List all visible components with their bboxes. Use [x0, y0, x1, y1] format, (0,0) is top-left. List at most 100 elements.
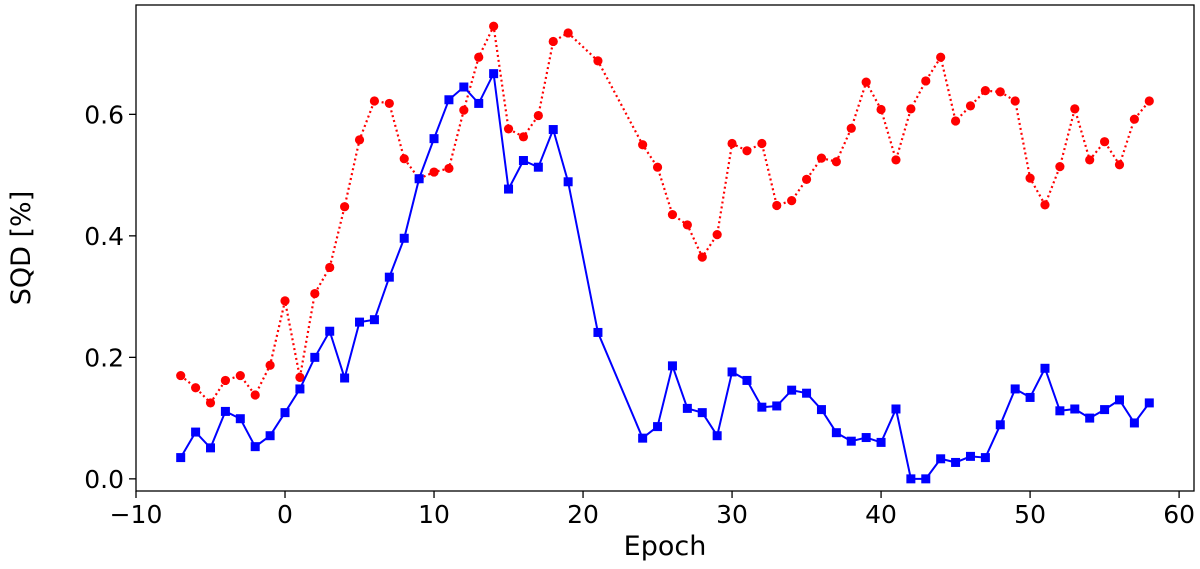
data-point [518, 156, 528, 166]
data-point [474, 52, 484, 62]
data-point [891, 404, 901, 414]
data-point [504, 184, 514, 194]
data-point [742, 375, 752, 385]
data-point [951, 457, 961, 467]
x-tick-label: 0 [277, 500, 293, 529]
data-point [518, 132, 529, 142]
x-tick-label: 20 [567, 500, 599, 529]
data-point [354, 135, 365, 145]
data-point [206, 443, 216, 453]
data-point [295, 372, 305, 382]
data-point [489, 21, 499, 31]
series-1 [176, 21, 1154, 408]
data-point [742, 146, 752, 156]
data-point [1099, 137, 1110, 147]
data-point [176, 453, 186, 463]
data-point [772, 401, 782, 411]
data-point [980, 86, 990, 96]
data-point [831, 157, 841, 167]
data-point [176, 370, 186, 381]
data-point [295, 384, 305, 394]
data-point [638, 140, 648, 150]
data-point [533, 110, 543, 121]
data-point [787, 385, 797, 395]
x-tick-label: 10 [418, 500, 450, 529]
data-point [697, 408, 707, 418]
data-point [340, 202, 350, 212]
data-point [727, 138, 737, 149]
y-tick-label: 0.6 [84, 100, 124, 129]
data-point [191, 383, 201, 393]
x-tick-label: 50 [1014, 500, 1046, 529]
data-point [474, 98, 484, 108]
data-point [1144, 96, 1154, 106]
data-point [980, 453, 990, 463]
data-point [384, 98, 394, 109]
data-point [355, 317, 365, 327]
data-point [906, 104, 916, 114]
data-point [399, 154, 409, 164]
data-point [638, 433, 648, 443]
data-point [712, 230, 722, 240]
data-point [861, 433, 871, 443]
data-point [384, 272, 394, 282]
data-point [280, 408, 290, 418]
x-tick-label: 40 [865, 500, 897, 529]
data-point [816, 153, 827, 163]
series-2 [176, 69, 1154, 484]
data-point [846, 436, 856, 446]
data-point [399, 233, 409, 243]
data-point [682, 220, 692, 230]
y-tick-label: 0.0 [84, 465, 124, 494]
data-point [191, 427, 201, 437]
data-point [667, 361, 677, 371]
data-point [1040, 363, 1050, 373]
data-point [310, 352, 320, 362]
data-point [772, 200, 782, 211]
data-point [1129, 114, 1139, 124]
data-point [846, 123, 856, 133]
data-point [921, 474, 931, 484]
data-point [1040, 200, 1050, 210]
data-point [1070, 404, 1080, 414]
data-point [1010, 96, 1020, 106]
data-point [429, 134, 439, 144]
y-tick-label: 0.2 [84, 343, 124, 372]
data-point [787, 196, 797, 206]
x-axis: −10 0 10 20 30 40 50 60 [110, 491, 1195, 529]
data-point [757, 402, 767, 412]
data-point [325, 262, 335, 273]
data-point [727, 367, 737, 377]
data-point [1144, 398, 1154, 408]
data-point [369, 96, 380, 106]
data-point [712, 431, 722, 441]
data-point [965, 101, 976, 111]
y-axis: 0.0 0.2 0.4 0.6 [84, 100, 136, 494]
data-point [235, 370, 245, 381]
data-point [801, 174, 812, 184]
data-point [563, 177, 573, 187]
x-tick-label: 30 [716, 500, 748, 529]
data-point [682, 403, 692, 413]
data-point [280, 296, 290, 306]
data-point [220, 375, 231, 386]
y-tick-label: 0.4 [84, 222, 124, 251]
data-point [250, 390, 260, 400]
data-point [220, 406, 230, 416]
data-point [310, 288, 320, 299]
data-point [876, 104, 886, 115]
data-point [652, 162, 663, 172]
y-axis-label: SQD [%] [6, 191, 37, 306]
data-point [459, 105, 469, 115]
data-point [340, 373, 350, 383]
data-point [995, 420, 1005, 430]
data-point [891, 155, 901, 165]
data-point [265, 360, 275, 370]
data-point [548, 125, 558, 135]
data-point [593, 327, 603, 337]
data-point [593, 56, 603, 66]
data-point [250, 442, 260, 452]
data-point [1010, 384, 1020, 394]
data-point [369, 315, 379, 325]
data-point [861, 77, 871, 87]
